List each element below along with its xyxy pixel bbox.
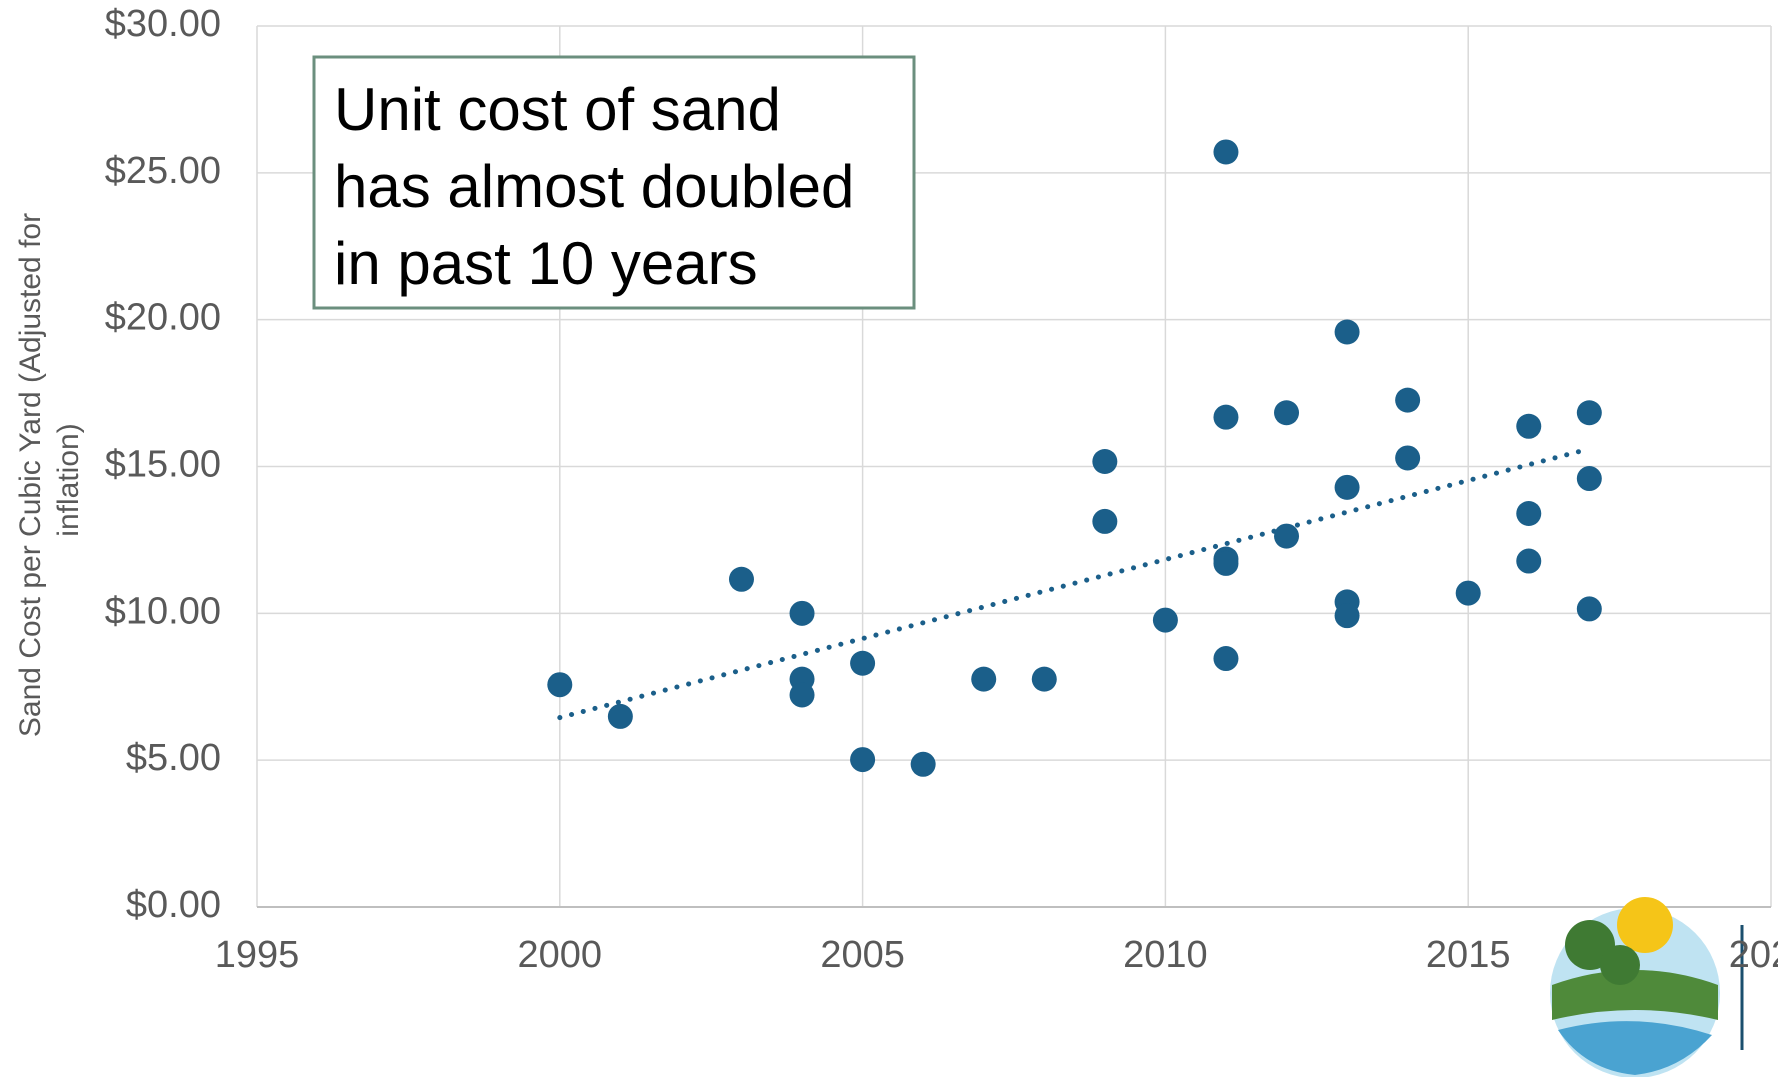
point	[971, 666, 997, 692]
point	[1092, 449, 1118, 475]
point	[1213, 404, 1239, 430]
x-tick-label: 2020	[1729, 934, 1778, 976]
y-tick-label: $20.00	[105, 297, 221, 339]
y-tick-label: $30.00	[105, 3, 221, 45]
point	[850, 747, 876, 773]
point	[547, 672, 573, 698]
trendline	[557, 446, 1592, 721]
point	[1031, 666, 1057, 692]
logo	[1550, 897, 1744, 1077]
y-axis-label: inflation)	[52, 423, 85, 536]
annotation-text: Unit cost of sand	[334, 76, 781, 143]
point	[1274, 400, 1300, 426]
point	[1274, 523, 1300, 549]
x-tick-label: 2015	[1426, 934, 1511, 976]
point	[1395, 445, 1421, 471]
point	[1516, 548, 1542, 574]
point	[850, 650, 876, 676]
y-tick-label: $5.00	[126, 737, 221, 779]
y-tick-label: $25.00	[105, 150, 221, 192]
point	[1516, 500, 1542, 526]
y-tick-label: $10.00	[105, 590, 221, 632]
x-tick-label: 1995	[215, 934, 300, 976]
y-tick-label: $15.00	[105, 444, 221, 486]
point	[1334, 474, 1360, 500]
point	[1576, 596, 1602, 622]
annotation-box	[312, 55, 916, 310]
point	[607, 703, 633, 729]
point	[1213, 646, 1239, 672]
point	[1213, 139, 1239, 165]
point	[1395, 387, 1421, 413]
point	[1455, 580, 1481, 606]
x-tick-label: 2010	[1123, 934, 1208, 976]
point	[1334, 319, 1360, 345]
point	[1334, 603, 1360, 629]
y-axis-label: Sand Cost per Cubic Yard (Adjusted for	[14, 213, 47, 737]
x-tick-label: 2005	[820, 934, 905, 976]
point	[1516, 413, 1542, 439]
point	[1092, 508, 1118, 534]
annotation-text: in past 10 years	[334, 230, 758, 297]
x-tick-label: 2000	[518, 934, 603, 976]
annotation-text: has almost doubled	[334, 153, 854, 220]
point	[789, 600, 815, 626]
point	[1576, 400, 1602, 426]
point	[1152, 607, 1178, 633]
point	[789, 682, 815, 708]
point	[1213, 550, 1239, 576]
point	[910, 751, 936, 777]
point	[1576, 466, 1602, 492]
y-tick-label: $0.00	[126, 884, 221, 926]
point	[728, 566, 754, 592]
